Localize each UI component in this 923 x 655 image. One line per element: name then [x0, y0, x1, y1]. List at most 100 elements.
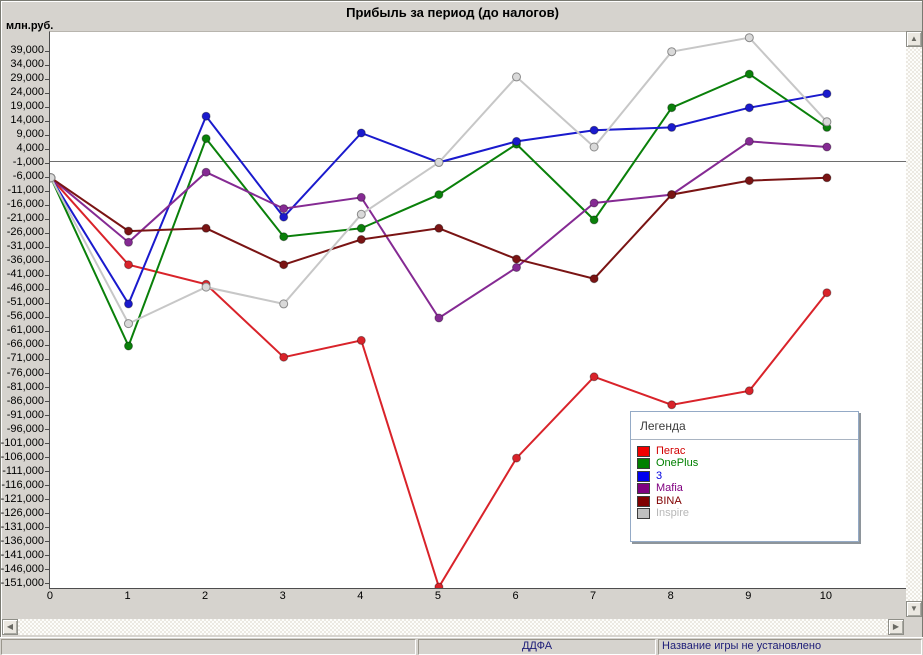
data-point-Mafia	[512, 263, 521, 272]
data-point-OnePlus	[434, 190, 444, 200]
legend-item-label: 3	[656, 469, 663, 482]
data-point-3	[744, 103, 754, 113]
data-point-BINA	[512, 254, 521, 264]
data-point-3	[124, 299, 133, 309]
y-tick-label: 19,000	[10, 100, 44, 113]
x-tick-label: 9	[745, 590, 752, 602]
legend-swatch	[637, 508, 650, 520]
y-tick-mark	[45, 527, 49, 529]
legend-items: Пегас OnePlus 3 Mafia BINA Inspire	[631, 440, 858, 520]
y-tick-mark	[45, 50, 49, 52]
vertical-scrollbar-track[interactable]	[906, 31, 922, 617]
y-tick-label: 14,000	[10, 114, 44, 127]
y-tick-mark	[45, 106, 49, 108]
data-point-OnePlus	[744, 69, 754, 79]
scroll-down-button[interactable]: ▼	[906, 601, 922, 617]
y-tick-label: -126,000	[0, 506, 44, 519]
y-tick-mark	[45, 92, 49, 94]
y-tick-mark	[45, 274, 49, 276]
y-tick-mark	[45, 358, 49, 360]
scroll-left-button[interactable]: ◀	[2, 619, 18, 635]
data-point-Inspire	[744, 33, 754, 43]
status-panel-game-name: Название игры не установлено	[658, 639, 922, 655]
y-tick-label: 34,000	[10, 58, 44, 71]
legend-item-label: Inspire	[656, 507, 690, 520]
y-tick-mark	[45, 499, 49, 501]
legend-swatch	[637, 458, 650, 470]
data-point-Пегас	[589, 372, 599, 382]
data-point-Inspire	[124, 319, 133, 329]
status-panel-ddfa: ДДФА	[418, 639, 656, 655]
y-tick-label: -31,000	[6, 240, 44, 253]
data-point-Пегас	[667, 400, 677, 410]
y-tick-mark	[45, 288, 49, 290]
y-tick-label: -116,000	[1, 478, 44, 491]
data-point-Пегас	[822, 288, 832, 298]
legend-swatch	[637, 445, 650, 457]
y-tick-mark	[45, 443, 49, 445]
y-tick-mark	[45, 513, 49, 515]
y-tick-label: -141,000	[0, 548, 44, 561]
y-tick-label: -86,000	[6, 394, 44, 407]
y-tick-label: -6,000	[12, 170, 44, 183]
y-tick-mark	[45, 471, 49, 473]
legend-swatch	[637, 483, 650, 495]
y-tick-label: -41,000	[6, 268, 44, 281]
data-point-OnePlus	[201, 134, 211, 144]
y-tick-label: -151,000	[0, 576, 44, 589]
y-tick-label: -71,000	[6, 352, 44, 365]
y-tick-label: 4,000	[16, 142, 44, 155]
y-tick-mark	[45, 373, 49, 374]
status-bar: ДДФА Название игры не установлено	[0, 637, 923, 655]
data-point-BINA	[822, 173, 832, 183]
legend-item-label: BINA	[656, 494, 682, 507]
y-tick-mark	[45, 78, 49, 80]
y-tick-mark	[45, 429, 49, 431]
y-tick-mark	[45, 316, 49, 318]
x-tick-label: 4	[357, 590, 364, 602]
y-tick-label: -36,000	[6, 254, 44, 267]
y-tick-mark	[45, 260, 49, 262]
y-tick-label: -121,000	[0, 492, 44, 505]
y-tick-mark	[45, 246, 49, 248]
x-tick-label: 5	[434, 590, 441, 602]
data-point-Inspire	[279, 299, 289, 309]
legend-item: Пегас	[637, 445, 858, 458]
zero-line	[50, 161, 906, 162]
data-point-Inspire	[356, 209, 366, 219]
data-point-Inspire	[589, 142, 599, 152]
y-tick-mark	[45, 204, 49, 206]
data-point-Mafia	[356, 192, 366, 202]
data-point-Mafia	[279, 204, 289, 214]
data-point-Пегас	[356, 335, 366, 345]
y-tick-label: -26,000	[6, 226, 44, 239]
y-tick-label: -91,000	[6, 408, 44, 421]
x-tick-label: 8	[667, 590, 674, 602]
data-point-Inspire	[822, 117, 832, 127]
y-tick-mark	[45, 401, 49, 403]
y-tick-mark	[45, 218, 49, 220]
y-tick-mark	[45, 134, 49, 136]
y-tick-mark	[45, 485, 49, 487]
data-point-BINA	[744, 176, 754, 186]
scroll-up-button[interactable]: ▲	[906, 31, 922, 47]
data-point-Mafia	[201, 167, 211, 177]
y-tick-label: -146,000	[0, 562, 44, 575]
y-tick-label: -81,000	[6, 380, 44, 393]
data-point-Mafia	[434, 313, 444, 323]
y-tick-mark	[45, 302, 49, 304]
y-tick-label: -56,000	[6, 310, 44, 323]
scroll-right-button[interactable]: ▶	[888, 619, 904, 635]
y-tick-mark	[45, 190, 49, 192]
y-tick-mark	[45, 344, 49, 346]
y-tick-label: -1,000	[12, 156, 44, 169]
data-point-Пегас	[434, 582, 444, 588]
y-tick-label: -61,000	[6, 324, 44, 337]
y-tick-label: -51,000	[6, 296, 44, 309]
x-tick-label: 0	[46, 590, 53, 602]
data-point-3	[667, 122, 677, 132]
x-tick-label: 7	[590, 590, 597, 602]
horizontal-scrollbar-track[interactable]	[2, 619, 904, 635]
chart-title: Прибыль за период (до налогов)	[346, 5, 559, 20]
